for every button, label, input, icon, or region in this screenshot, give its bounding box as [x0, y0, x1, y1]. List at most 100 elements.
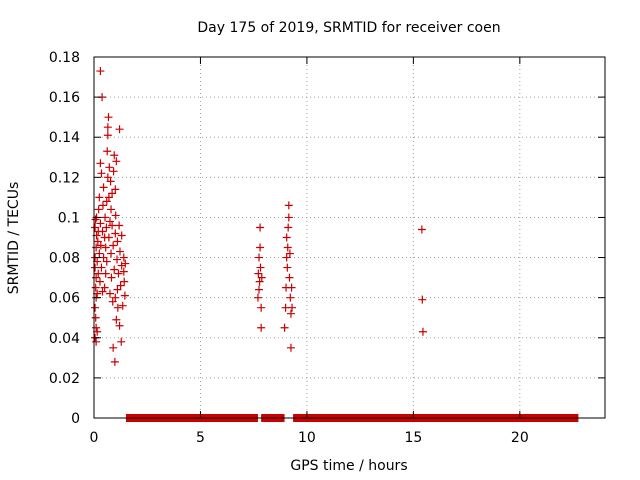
data-point — [109, 167, 118, 176]
x-tick-label: 5 — [196, 430, 205, 446]
data-point — [91, 303, 100, 312]
y-tick-label: 0 — [71, 411, 80, 427]
data-point — [110, 265, 119, 274]
data-point — [110, 151, 119, 160]
y-tick-label: 0.08 — [49, 251, 80, 267]
data-point — [418, 327, 427, 336]
y-tick-label: 0.16 — [49, 90, 80, 106]
data-point — [255, 277, 264, 286]
x-tick-label: 0 — [90, 430, 99, 446]
series-srmtid — [91, 67, 427, 366]
data-point — [112, 255, 121, 264]
y-tick-label: 0.18 — [49, 50, 80, 66]
data-point — [117, 261, 126, 270]
data-point — [94, 269, 103, 278]
data-point — [255, 253, 264, 262]
data-point — [256, 263, 265, 272]
data-point — [98, 201, 107, 210]
data-point — [117, 337, 126, 346]
data-point — [93, 327, 102, 336]
y-tick-label: 0.06 — [49, 291, 80, 307]
data-point — [117, 231, 126, 240]
data-point — [282, 233, 291, 242]
data-point — [284, 213, 293, 222]
data-point — [92, 273, 101, 282]
data-point — [282, 253, 291, 262]
data-point — [101, 269, 110, 278]
data-point — [95, 193, 104, 202]
data-point — [121, 259, 130, 268]
data-point — [286, 293, 295, 302]
data-point — [104, 113, 113, 122]
data-point — [110, 357, 119, 366]
data-point — [97, 169, 106, 178]
data-point — [109, 343, 118, 352]
chart-title: Day 175 of 2019, SRMTID for receiver coe… — [197, 20, 500, 36]
data-point — [103, 123, 112, 132]
data-point — [92, 337, 101, 346]
data-point — [104, 193, 113, 202]
data-point — [112, 315, 121, 324]
x-tick-label: 15 — [404, 430, 422, 446]
data-point — [115, 125, 124, 134]
data-point — [115, 321, 124, 330]
data-point — [101, 243, 110, 252]
data-point — [104, 233, 113, 242]
data-point — [257, 303, 266, 312]
data-point — [114, 269, 123, 278]
data-point — [418, 295, 427, 304]
data-point — [92, 243, 101, 252]
data-point — [107, 249, 116, 258]
data-point — [254, 269, 263, 278]
x-axis-label: GPS time / hours — [290, 458, 407, 474]
y-tick-label: 0.04 — [49, 331, 80, 347]
data-point — [107, 205, 116, 214]
x-tick-label: 20 — [511, 430, 529, 446]
data-point — [105, 289, 114, 298]
data-point — [288, 303, 297, 312]
data-point — [91, 215, 100, 224]
data-point — [103, 131, 112, 140]
axis-ticks: 0 5 10 15 20 0 0.02 0.04 0.06 0.08 0.1 0.12 0.14 0.16… — [49, 50, 605, 446]
data-point — [93, 289, 102, 298]
data-point — [102, 257, 111, 266]
data-point — [256, 243, 265, 252]
data-point — [109, 241, 118, 250]
data-point — [255, 285, 264, 294]
x-tick-label: 10 — [298, 430, 316, 446]
data-point — [99, 183, 108, 192]
data-point — [286, 343, 295, 352]
data-point — [101, 213, 110, 222]
data-point — [112, 157, 121, 166]
data-point — [96, 241, 105, 250]
data-point — [417, 225, 426, 234]
data-point — [95, 277, 104, 286]
plot-frame — [93, 56, 606, 419]
data-point — [283, 263, 292, 272]
data-point — [102, 197, 111, 206]
data-point — [91, 283, 100, 292]
data-point — [108, 221, 117, 230]
data-point — [108, 189, 117, 198]
y-tick-label: 0.02 — [49, 371, 80, 387]
data-point — [111, 211, 120, 220]
plot-border — [93, 56, 606, 419]
data-point — [91, 223, 100, 232]
y-tick-label: 0.14 — [49, 130, 80, 146]
data-point — [256, 223, 265, 232]
data-point — [98, 287, 107, 296]
data-point — [105, 217, 114, 226]
data-point — [113, 237, 122, 246]
data-point — [102, 223, 111, 232]
data-point — [97, 263, 106, 272]
data-point — [119, 253, 128, 262]
data-point — [280, 323, 289, 332]
data-point — [93, 257, 102, 266]
data-point — [113, 285, 122, 294]
data-point — [107, 273, 116, 282]
data-point — [120, 277, 129, 286]
data-point — [92, 323, 101, 332]
data-point — [119, 267, 128, 276]
data-point — [103, 173, 112, 182]
y-tick-label: 0.1 — [58, 210, 80, 226]
